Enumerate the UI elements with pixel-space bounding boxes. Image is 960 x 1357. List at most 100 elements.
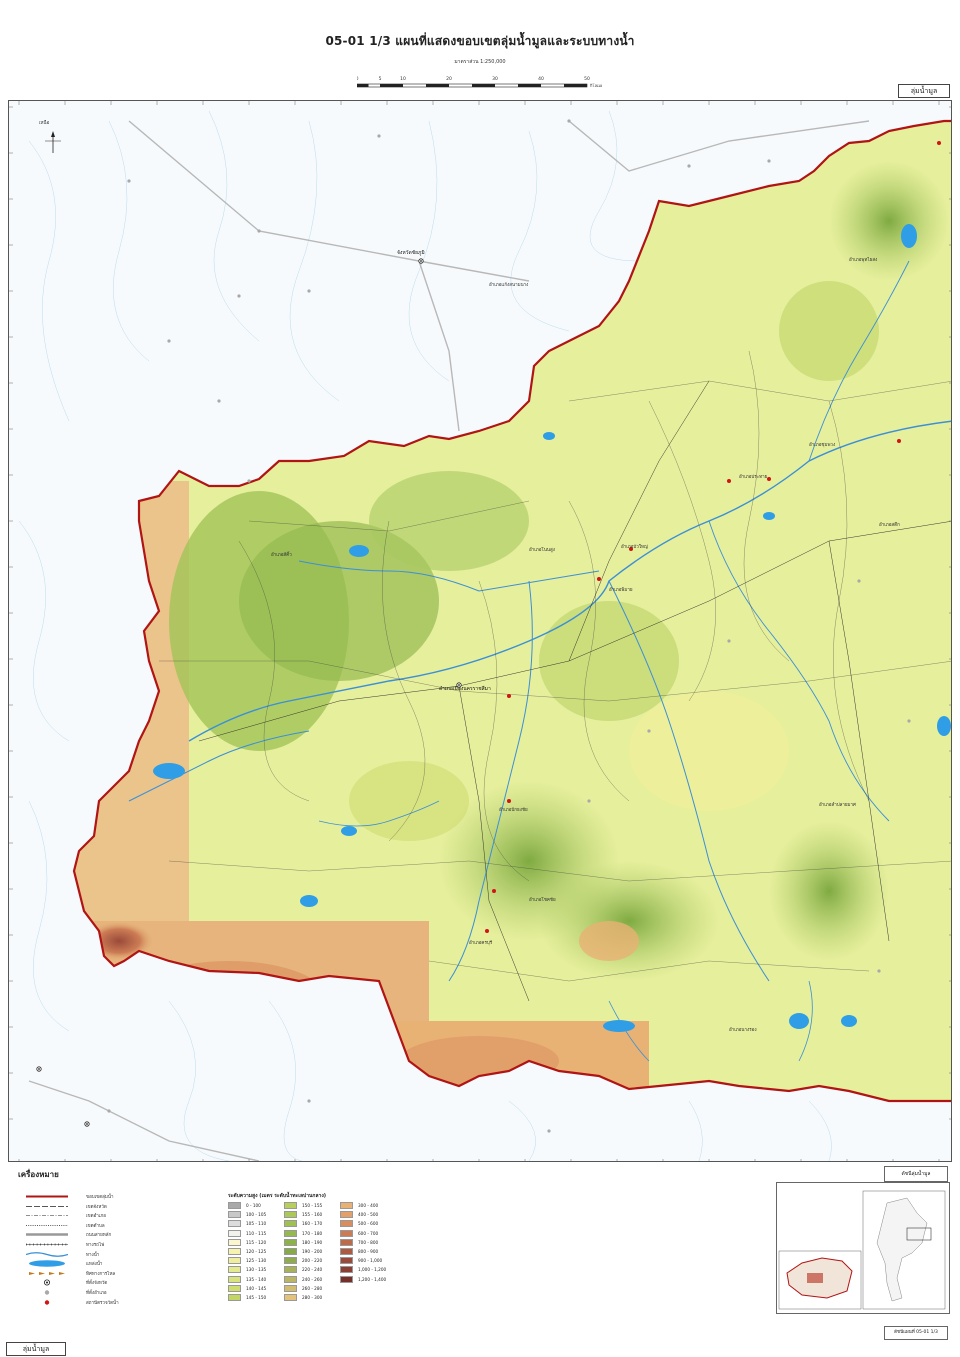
elevation-class: 800 - 900 (340, 1248, 394, 1255)
legend-swatch-river (26, 1251, 68, 1257)
scale-tick-label: 5 (379, 76, 382, 82)
elevation-swatch (228, 1248, 241, 1255)
elevation-swatch (284, 1238, 297, 1246)
label-prathai: อำเภอประทาย (739, 475, 768, 480)
district-dot (567, 119, 571, 123)
elevation-swatch (340, 1248, 353, 1255)
district-dot (167, 339, 171, 343)
north-label: เหนือ (39, 121, 50, 126)
map-title: 05-01 1/3 แผนที่แสดงขอบเขตลุ่มน้ำมูลและร… (325, 34, 635, 48)
legend-symbol-row: ที่ตั้งอำเภอ (26, 1288, 226, 1298)
elevation-swatch (228, 1211, 241, 1219)
elevation-swatch (340, 1238, 353, 1246)
elevation-range: 220 - 240 (302, 1267, 323, 1273)
inset-tab[interactable]: ดัชนีลุ่มน้ำมูล (884, 1166, 948, 1182)
basin-tab-bottom[interactable]: ลุ่มน้ำมูล (6, 1342, 66, 1356)
inset-svg (778, 1190, 946, 1310)
elevation-range: 110 - 115 (246, 1230, 267, 1236)
elevation-class: 300 - 400 (340, 1202, 394, 1209)
legend-symbol-label: เขตตำบล (86, 1223, 105, 1229)
scale-tick-label: 40 (538, 76, 544, 82)
legend-swatch-rail (26, 1243, 68, 1246)
map-frame[interactable]: จังหวัดชัยภูมิ อำเภอเมืองนครราชสีมา อำเภ… (8, 100, 952, 1162)
legend-symbol-row: เขตตำบล (26, 1221, 226, 1231)
legend-symbol-label: เขตจังหวัด (86, 1204, 107, 1210)
label-kaeng-sanam-nang: อำเภอแก้งสนามนาง (489, 283, 529, 288)
legend-symbol-row: เขตจังหวัด (26, 1202, 226, 1212)
elevation-range: 150 - 155 (302, 1203, 323, 1208)
elevation-swatch (340, 1229, 353, 1237)
legend-symbol-label: ทิศทางการไหล (86, 1271, 116, 1277)
elevation-class: 120 - 125 (228, 1248, 282, 1255)
elevation-range: 0 - 100 (246, 1203, 261, 1208)
elevation-range: 1,000 - 1,200 (358, 1267, 387, 1273)
legend-symbol-row: เขตอำเภอ (26, 1211, 226, 1221)
label-chok-chai: อำเภอโชคชัย (529, 898, 556, 903)
elevation-swatch (284, 1266, 297, 1274)
legend-symbol-row: ถนนสายหลัก (26, 1230, 226, 1240)
elevation-swatch (228, 1284, 241, 1292)
district-dot (587, 799, 591, 803)
elevation-class: 115 - 120 (228, 1238, 282, 1246)
legend-symbol-row: ทางน้ำ (26, 1250, 226, 1260)
basin-tab-top[interactable]: ลุ่มน้ำมูล (898, 84, 950, 98)
elevation-class: 220 - 240 (284, 1266, 338, 1274)
elevation-class: 155 - 160 (284, 1211, 338, 1219)
elevation-range: 700 - 800 (358, 1239, 379, 1245)
elevation-class: 105 - 110 (228, 1220, 282, 1228)
elevation-range: 900 - 1,000 (358, 1258, 383, 1264)
scale-unit: กิโลเมตร (589, 83, 602, 88)
legend-symbol-row: ทางรถไฟ (26, 1240, 226, 1250)
elevation-swatch (284, 1211, 297, 1219)
elevation-swatch (228, 1238, 241, 1246)
elevation-swatch (284, 1202, 297, 1209)
elevation-swatch (340, 1211, 353, 1219)
legend-symbol-label: ทางรถไฟ (86, 1242, 105, 1248)
legend-swatch-boundary (26, 1195, 68, 1198)
elevation-range: 200 - 220 (302, 1258, 323, 1264)
district-dot (547, 1129, 551, 1133)
scale-tick-label: 0 (357, 76, 359, 82)
sheet-label: ดัชนีแผนที่ 05-01 1/3 (884, 1326, 948, 1340)
district-dot (647, 729, 651, 733)
elevation-swatch (228, 1266, 241, 1274)
elevation-title: ระดับความสูง (เมตร ระดับน้ำทะเลปานกลาง) (228, 1193, 327, 1199)
elevation-swatch (228, 1229, 241, 1237)
elevation-range: 130 - 135 (246, 1267, 267, 1273)
district-dot (237, 294, 241, 298)
label-nakhon-ratchasima: อำเภอเมืองนครราชสีมา (439, 686, 491, 692)
label-chum-phuang: อำเภอชุมพวง (809, 443, 836, 448)
legend-symbol-label: ขอบเขตลุ่มน้ำ (86, 1195, 114, 1200)
district-dot (257, 229, 261, 233)
legend-swatch-province (43, 1279, 50, 1286)
legend-swatch-lake (29, 1260, 65, 1267)
elevation-range: 115 - 120 (246, 1239, 267, 1245)
elevation-range: 170 - 180 (302, 1230, 323, 1236)
district-dot (727, 639, 731, 643)
elevation-range: 155 - 160 (302, 1212, 323, 1218)
elevation-class: 150 - 155 (284, 1202, 338, 1209)
legend-swatch-dashdot (26, 1215, 68, 1216)
legend-swatch-station (44, 1299, 50, 1305)
district-dot (307, 289, 311, 293)
elevation-class: 145 - 150 (228, 1294, 282, 1301)
scale-bar-ticks: 0 5 10 20 30 40 50 (357, 76, 590, 82)
legend: เครื่องหมาย ขอบเขตลุ่มน้ำ เขตจังหวัด เขตอำ… (8, 1164, 952, 1340)
legend-symbol-label: แหล่งน้ำ (86, 1262, 103, 1268)
district-dot (857, 579, 861, 583)
elevation-range: 800 - 900 (358, 1249, 379, 1254)
district-dot (217, 399, 221, 403)
elevation-class: 130 - 135 (228, 1266, 282, 1274)
elevation-range: 400 - 500 (358, 1212, 379, 1218)
elevation-swatch (228, 1202, 241, 1209)
elevation-range: 600 - 700 (358, 1230, 379, 1236)
elevation-class: 100 - 105 (228, 1211, 282, 1219)
elevation-class: 180 - 190 (284, 1238, 338, 1246)
scale-tick-label: 20 (446, 76, 452, 82)
legend-swatch-road (26, 1233, 68, 1237)
legend-symbol-label: ที่ตั้งอำเภอ (86, 1290, 107, 1296)
elevation-class: 400 - 500 (340, 1211, 394, 1219)
elevation-range: 105 - 110 (246, 1221, 267, 1227)
district-dot (107, 1109, 111, 1113)
elevation-swatch (228, 1294, 241, 1301)
